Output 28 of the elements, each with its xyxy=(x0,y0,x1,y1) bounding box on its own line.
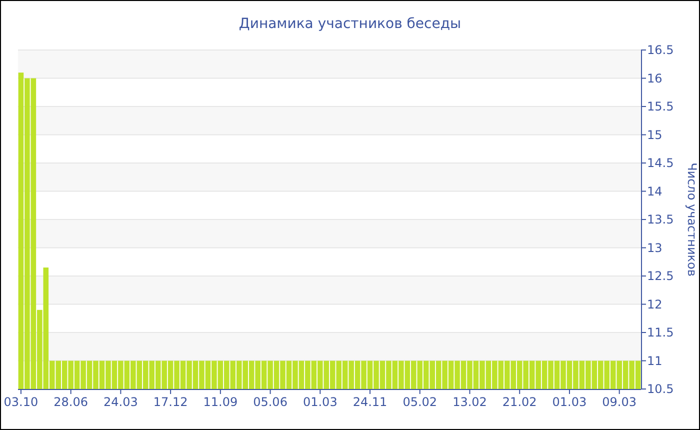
x-tick-label: 17.12 xyxy=(153,395,188,409)
chart-title: Динамика участников беседы xyxy=(238,16,462,32)
x-tick-label: 24.03 xyxy=(104,395,138,409)
y-tick-label: 10.5 xyxy=(647,382,674,396)
y-tick-label: 11 xyxy=(647,354,662,368)
x-tick-label: 13.02 xyxy=(452,395,487,409)
x-tick-label: 05.02 xyxy=(402,395,438,409)
y-tick-label: 13.5 xyxy=(647,212,674,227)
x-tick-label: 21.02 xyxy=(502,395,537,409)
y-axis-title: Число участников xyxy=(685,162,699,276)
y-tick-label: 15.5 xyxy=(647,100,674,114)
x-tick-label: 11.09 xyxy=(203,395,238,409)
x-tick-label: 28.06 xyxy=(54,395,88,409)
x-tick-label: 01.03 xyxy=(552,395,587,409)
y-tick-label: 16 xyxy=(647,71,662,86)
y-tick-label: 12.5 xyxy=(647,269,674,284)
x-tick-label: 24.11 xyxy=(352,395,388,409)
y-tick-label: 11.5 xyxy=(647,326,674,340)
y-tick-label: 15 xyxy=(647,128,662,142)
y-tick-label: 14 xyxy=(647,184,662,198)
x-tick-label: 09.03 xyxy=(602,395,637,409)
y-tick-label: 16.5 xyxy=(647,43,674,58)
y-tick-label: 12 xyxy=(647,297,662,312)
y-tick-label: 13 xyxy=(647,240,662,255)
x-tick-label: 05.06 xyxy=(253,395,288,409)
x-tick-label: 03.10 xyxy=(4,395,38,409)
x-tick-label: 01.03 xyxy=(302,395,338,409)
y-tick-label: 14.5 xyxy=(647,156,674,170)
